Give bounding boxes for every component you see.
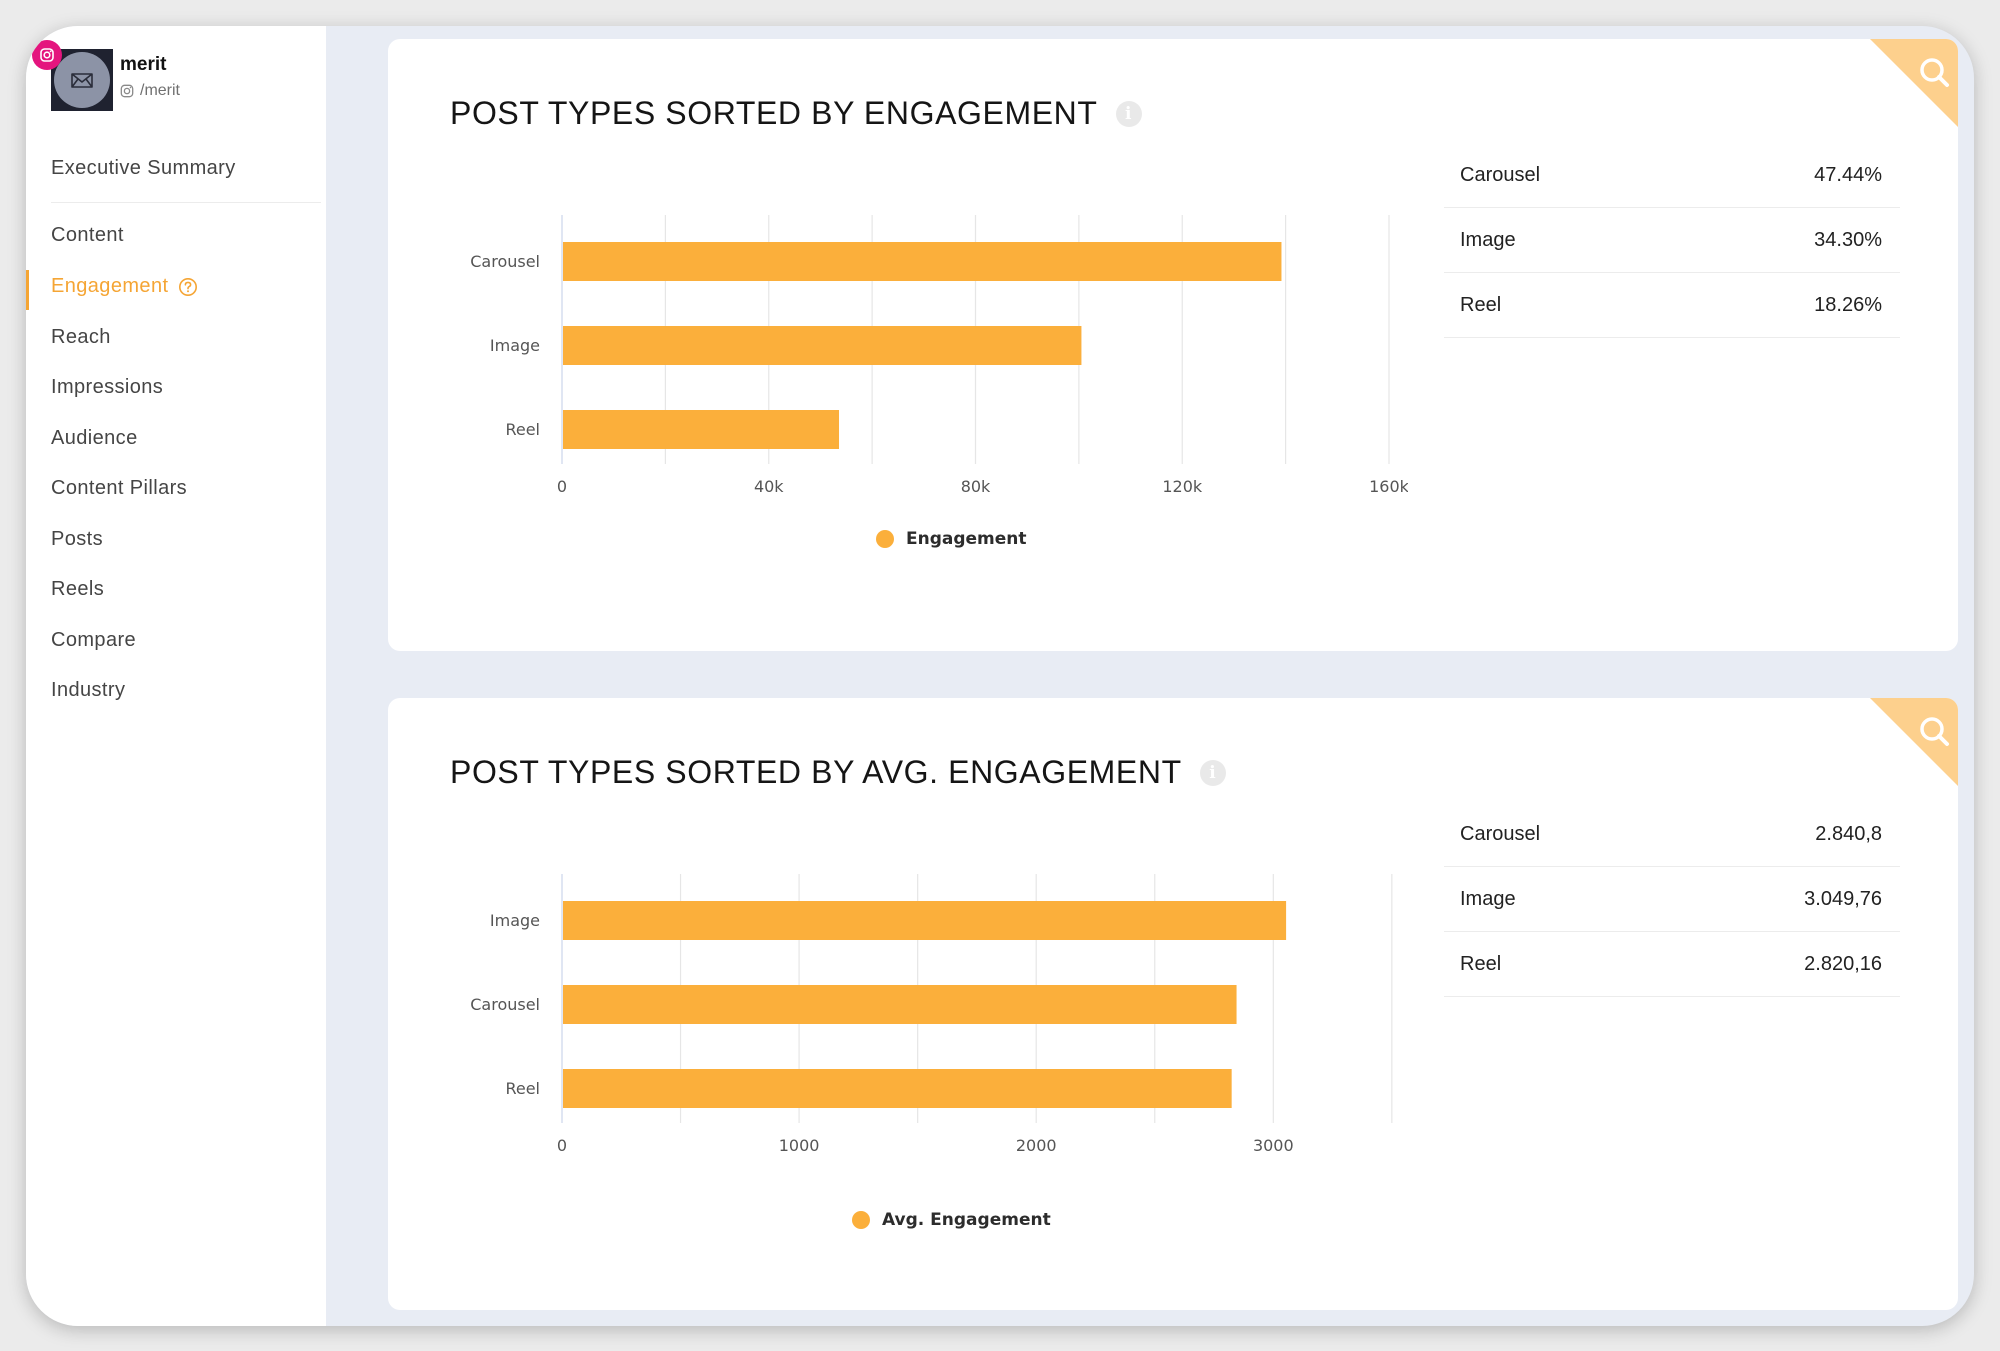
stat-label: Image: [1460, 887, 1516, 910]
sidebar-item-label: Executive Summary: [51, 157, 236, 179]
table-row: Image 3.049,76: [1444, 867, 1900, 932]
stat-label: Image: [1460, 228, 1516, 251]
stat-value: 2.820,16: [1804, 952, 1882, 975]
sidebar-item-label: Impressions: [51, 376, 164, 398]
stat-value: 47.44%: [1814, 163, 1882, 186]
info-icon[interactable]: i: [1199, 759, 1226, 786]
sidebar-item-engagement[interactable]: Engagement: [51, 275, 198, 298]
card-title-text: POST TYPES SORTED BY AVG. ENGAGEMENT: [450, 754, 1182, 790]
x-tick-label: 120k: [1162, 477, 1203, 496]
sidebar-item-executive-summary[interactable]: Executive Summary: [51, 157, 236, 180]
x-tick-label: 1000: [779, 1136, 820, 1155]
table-row: Image 34.30%: [1444, 208, 1900, 273]
stats-table: Carousel 47.44% Image 34.30% Reel 18.26%: [1444, 143, 1900, 338]
y-tick-label: Image: [490, 911, 540, 930]
sidebar-item-label: Industry: [51, 679, 126, 701]
avatar[interactable]: [51, 49, 113, 111]
sidebar-item-posts[interactable]: Posts: [51, 528, 103, 551]
bar-carousel: [563, 242, 1282, 281]
profile-handle-text: /merit: [140, 82, 180, 99]
stat-value: 34.30%: [1814, 228, 1882, 251]
sidebar-item-label: Audience: [51, 427, 138, 449]
table-row: Carousel 47.44%: [1444, 143, 1900, 208]
sidebar-item-impressions[interactable]: Impressions: [51, 376, 163, 399]
zoom-corner-button[interactable]: [1870, 39, 1958, 127]
sidebar-item-label: Compare: [51, 629, 137, 651]
x-tick-label: 160k: [1369, 477, 1408, 496]
x-tick-label: 0: [557, 477, 567, 496]
bar-image: [563, 901, 1287, 940]
merit-logo-icon: [71, 73, 93, 88]
bar-carousel: [563, 985, 1237, 1024]
engagement-card: POST TYPES SORTED BY ENGAGEMENT i Carous…: [388, 39, 1958, 651]
bar-reel: [563, 1069, 1232, 1108]
info-icon[interactable]: i: [1115, 100, 1142, 127]
sidebar-item-label: Content Pillars: [51, 477, 188, 499]
stat-value: 3.049,76: [1804, 887, 1882, 910]
engagement-bar-chart: Carousel Image Reel 0 40k 80k 120k 160k: [470, 215, 1408, 496]
table-row: Carousel 2.840,8: [1444, 802, 1900, 867]
table-row: Reel 18.26%: [1444, 273, 1900, 338]
x-tick-label: 3000: [1253, 1136, 1294, 1155]
sidebar-item-label: Reels: [51, 578, 105, 600]
x-tick-label: 40k: [754, 477, 784, 496]
chart-legend[interactable]: Avg. Engagement: [852, 1210, 1051, 1230]
card-title: POST TYPES SORTED BY ENGAGEMENT i: [450, 95, 1142, 132]
avg-engagement-card: POST TYPES SORTED BY AVG. ENGAGEMENT i I…: [388, 698, 1958, 1310]
help-circle-icon[interactable]: [178, 277, 198, 297]
active-indicator: [26, 270, 29, 310]
instagram-badge-icon: [32, 40, 62, 70]
table-row: Reel 2.820,16: [1444, 932, 1900, 997]
stat-label: Reel: [1460, 952, 1502, 975]
legend-dot: [852, 1211, 870, 1229]
profile-name: merit: [120, 54, 167, 75]
y-tick-label: Image: [490, 336, 540, 355]
bar-image: [563, 326, 1082, 365]
search-icon: [1920, 717, 1949, 746]
sidebar-item-reach[interactable]: Reach: [51, 326, 111, 349]
y-tick-label: Carousel: [470, 995, 540, 1014]
stats-table: Carousel 2.840,8 Image 3.049,76 Reel 2.8…: [1444, 802, 1900, 997]
sidebar-item-label: Engagement: [51, 275, 169, 297]
sidebar-item-label: Posts: [51, 528, 104, 550]
sidebar-item-industry[interactable]: Industry: [51, 679, 125, 702]
sidebar-item-audience[interactable]: Audience: [51, 427, 138, 450]
legend-label: Engagement: [906, 529, 1027, 549]
sidebar-item-label: Content: [51, 224, 124, 246]
bar-reel: [563, 410, 840, 449]
sidebar-item-content-pillars[interactable]: Content Pillars: [51, 477, 187, 500]
stat-label: Reel: [1460, 293, 1502, 316]
sidebar-item-label: Reach: [51, 326, 111, 348]
y-tick-label: Carousel: [470, 252, 540, 271]
instagram-icon: [120, 84, 134, 98]
card-title-text: POST TYPES SORTED BY ENGAGEMENT: [450, 95, 1098, 131]
stat-value: 18.26%: [1814, 293, 1882, 316]
sidebar-item-compare[interactable]: Compare: [51, 629, 136, 652]
sidebar-item-reels[interactable]: Reels: [51, 578, 104, 601]
y-tick-label: Reel: [505, 420, 540, 439]
sidebar-divider: [51, 202, 321, 203]
stat-label: Carousel: [1460, 163, 1541, 186]
chart-legend[interactable]: Engagement: [876, 529, 1027, 549]
x-tick-label: 0: [557, 1136, 567, 1155]
sidebar-item-content[interactable]: Content: [51, 224, 124, 247]
zoom-corner-button[interactable]: [1870, 698, 1958, 786]
x-tick-label: 80k: [961, 477, 991, 496]
x-tick-label: 2000: [1016, 1136, 1057, 1155]
legend-label: Avg. Engagement: [882, 1210, 1051, 1230]
card-title: POST TYPES SORTED BY AVG. ENGAGEMENT i: [450, 754, 1226, 791]
avg-engagement-bar-chart: Image Carousel Reel 0 1000 2000 3000: [470, 874, 1393, 1155]
profile-handle: /merit: [120, 82, 180, 100]
y-tick-label: Reel: [505, 1079, 540, 1098]
stat-label: Carousel: [1460, 822, 1541, 845]
app-window: merit /merit Executive Summary Content E…: [26, 26, 1974, 1326]
stat-value: 2.840,8: [1815, 822, 1882, 845]
legend-dot: [876, 530, 894, 548]
profile-header[interactable]: merit /merit: [26, 26, 326, 136]
search-icon: [1920, 58, 1949, 87]
sidebar: merit /merit Executive Summary Content E…: [26, 26, 326, 1326]
